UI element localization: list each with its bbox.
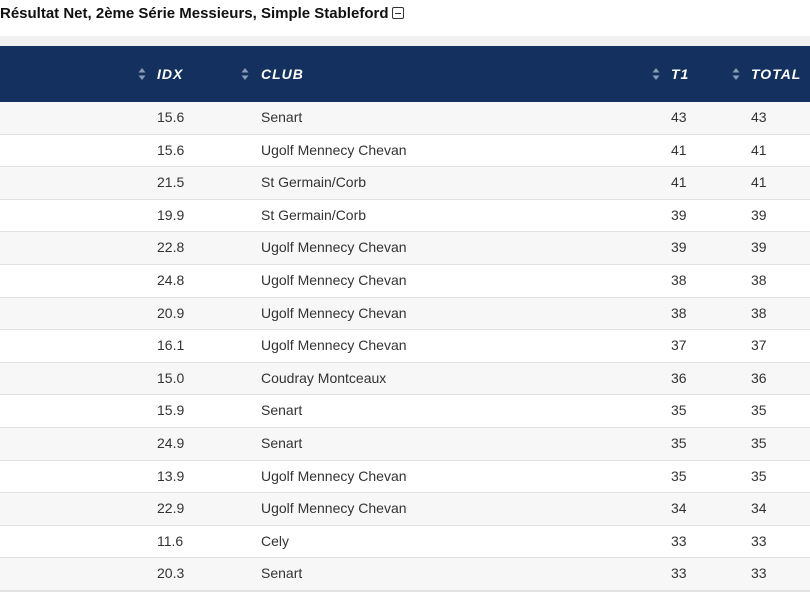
table-row: 15.6 Senart 43 43 bbox=[0, 102, 810, 136]
table-row: 21.5 St Germain/Corb 41 41 bbox=[0, 167, 810, 201]
table-cell: Ugolf Mennecy Chevan bbox=[261, 467, 407, 484]
table-row: 15.0 Coudray Montceaux 36 36 bbox=[0, 362, 810, 397]
table-cell: 36 bbox=[671, 369, 687, 386]
table-cell: Coudray Montceaux bbox=[261, 369, 387, 386]
table-row: 16.1 Ugolf Mennecy Chevan 37 37 bbox=[0, 330, 810, 364]
column-header[interactable]: IDX bbox=[157, 66, 184, 82]
table-cell: 37 bbox=[751, 337, 767, 354]
table-cell: Senart bbox=[261, 565, 303, 582]
table-cell: Ugolf Mennecy Chevan bbox=[261, 337, 407, 354]
table-cell: 43 bbox=[751, 109, 767, 125]
table-cell: 24.8 bbox=[157, 272, 185, 288]
table-header: IDX CLUB T1 TOTAL bbox=[0, 46, 810, 102]
table-cell: Senart bbox=[261, 435, 303, 451]
table-cell: 35 bbox=[751, 467, 767, 484]
collapse-toggle[interactable] bbox=[392, 7, 405, 19]
table-cell: 19.9 bbox=[157, 206, 185, 223]
table-cell: 38 bbox=[671, 304, 687, 321]
table-cell: 13.9 bbox=[157, 467, 185, 484]
table-row: 24.8 Ugolf Mennecy Chevan 38 38 bbox=[0, 265, 810, 299]
table-row: 20.9 Ugolf Mennecy Chevan 38 38 bbox=[0, 297, 810, 332]
table-cell: 20.3 bbox=[157, 565, 185, 582]
table-cell: 22.9 bbox=[157, 500, 185, 517]
sort-icon[interactable] bbox=[652, 67, 660, 81]
table-cell: 20.9 bbox=[157, 304, 185, 321]
table-cell: 39 bbox=[671, 206, 687, 223]
column-header[interactable]: T1 bbox=[671, 66, 690, 82]
table-cell: 35 bbox=[671, 467, 687, 484]
table-row: 24.9 Senart 35 35 bbox=[0, 428, 810, 462]
column-header[interactable]: CLUB bbox=[261, 66, 304, 82]
table-cell: 15.6 bbox=[157, 141, 185, 158]
sort-icon[interactable] bbox=[732, 67, 740, 81]
table-cell: 41 bbox=[671, 174, 687, 191]
table-cell: 34 bbox=[671, 500, 687, 517]
table-cell: 22.8 bbox=[157, 239, 185, 256]
sort-arrows bbox=[138, 68, 146, 80]
table-cell: 38 bbox=[671, 272, 687, 288]
section-title: Résultat Net, 2ème Série Messieurs, Simp… bbox=[0, 5, 405, 22]
table-cell: 34 bbox=[751, 500, 767, 517]
table-cell: 33 bbox=[751, 532, 767, 549]
table-row: 11.6 Cely 33 33 bbox=[0, 525, 810, 560]
column-header[interactable]: TOTAL bbox=[751, 66, 802, 82]
table-cell: 33 bbox=[671, 532, 687, 549]
table-cell: 15.6 bbox=[157, 109, 185, 125]
spacer-band bbox=[0, 36, 810, 46]
table-cell: Ugolf Mennecy Chevan bbox=[261, 272, 407, 288]
table-cell: 41 bbox=[671, 141, 687, 158]
table-cell: 35 bbox=[671, 402, 687, 419]
table-cell: 35 bbox=[671, 435, 687, 451]
table-cell: 16.1 bbox=[157, 337, 185, 354]
table-cell: 38 bbox=[751, 304, 767, 321]
table-cell: Cely bbox=[261, 532, 290, 549]
table-row: 22.8 Ugolf Mennecy Chevan 39 39 bbox=[0, 232, 810, 266]
table-cell: St Germain/Corb bbox=[261, 174, 367, 191]
table-cell: 15.0 bbox=[157, 369, 185, 386]
table-cell: 35 bbox=[751, 435, 767, 451]
table-row: 15.6 Ugolf Mennecy Chevan 41 41 bbox=[0, 134, 810, 169]
table-cell: 21.5 bbox=[157, 174, 185, 191]
table-cell: 39 bbox=[671, 239, 687, 256]
sort-arrows bbox=[732, 68, 740, 80]
table-cell: 15.9 bbox=[157, 402, 185, 419]
table-cell: 33 bbox=[671, 565, 687, 582]
table-cell: 11.6 bbox=[157, 532, 184, 549]
table-cell: 36 bbox=[751, 369, 767, 386]
table-cell: 39 bbox=[751, 206, 767, 223]
table-cell: 43 bbox=[671, 109, 687, 125]
table-cell: Ugolf Mennecy Chevan bbox=[261, 239, 407, 256]
table-row: 15.9 Senart 35 35 bbox=[0, 395, 810, 429]
table-row: 22.9 Ugolf Mennecy Chevan 34 34 bbox=[0, 493, 810, 527]
sort-arrows bbox=[241, 68, 249, 80]
table-cell: 39 bbox=[751, 239, 767, 256]
table-cell: Ugolf Mennecy Chevan bbox=[261, 141, 407, 158]
sort-arrows bbox=[652, 68, 660, 80]
table-cell: 41 bbox=[751, 174, 767, 191]
table-row: 13.9 Ugolf Mennecy Chevan 35 35 bbox=[0, 460, 810, 495]
table-row: 20.3 Senart 33 33 bbox=[0, 558, 810, 592]
table-cell: 38 bbox=[751, 272, 767, 288]
table-cell: Ugolf Mennecy Chevan bbox=[261, 304, 407, 321]
sort-icon[interactable] bbox=[138, 67, 146, 81]
table-cell: 41 bbox=[751, 141, 767, 158]
table-cell: Ugolf Mennecy Chevan bbox=[261, 500, 407, 517]
sort-icon[interactable] bbox=[241, 67, 249, 81]
table-cell: 35 bbox=[751, 402, 767, 419]
table-cell: 24.9 bbox=[157, 435, 185, 451]
table-cell: Senart bbox=[261, 109, 303, 125]
table-row: 19.9 St Germain/Corb 39 39 bbox=[0, 199, 810, 234]
table-cell: 37 bbox=[671, 337, 687, 354]
table-cell: St Germain/Corb bbox=[261, 206, 367, 223]
table-cell: Senart bbox=[261, 402, 303, 419]
table-cell: 33 bbox=[751, 565, 767, 582]
title-text: Résultat Net, 2ème Série Messieurs, Simp… bbox=[0, 5, 389, 22]
